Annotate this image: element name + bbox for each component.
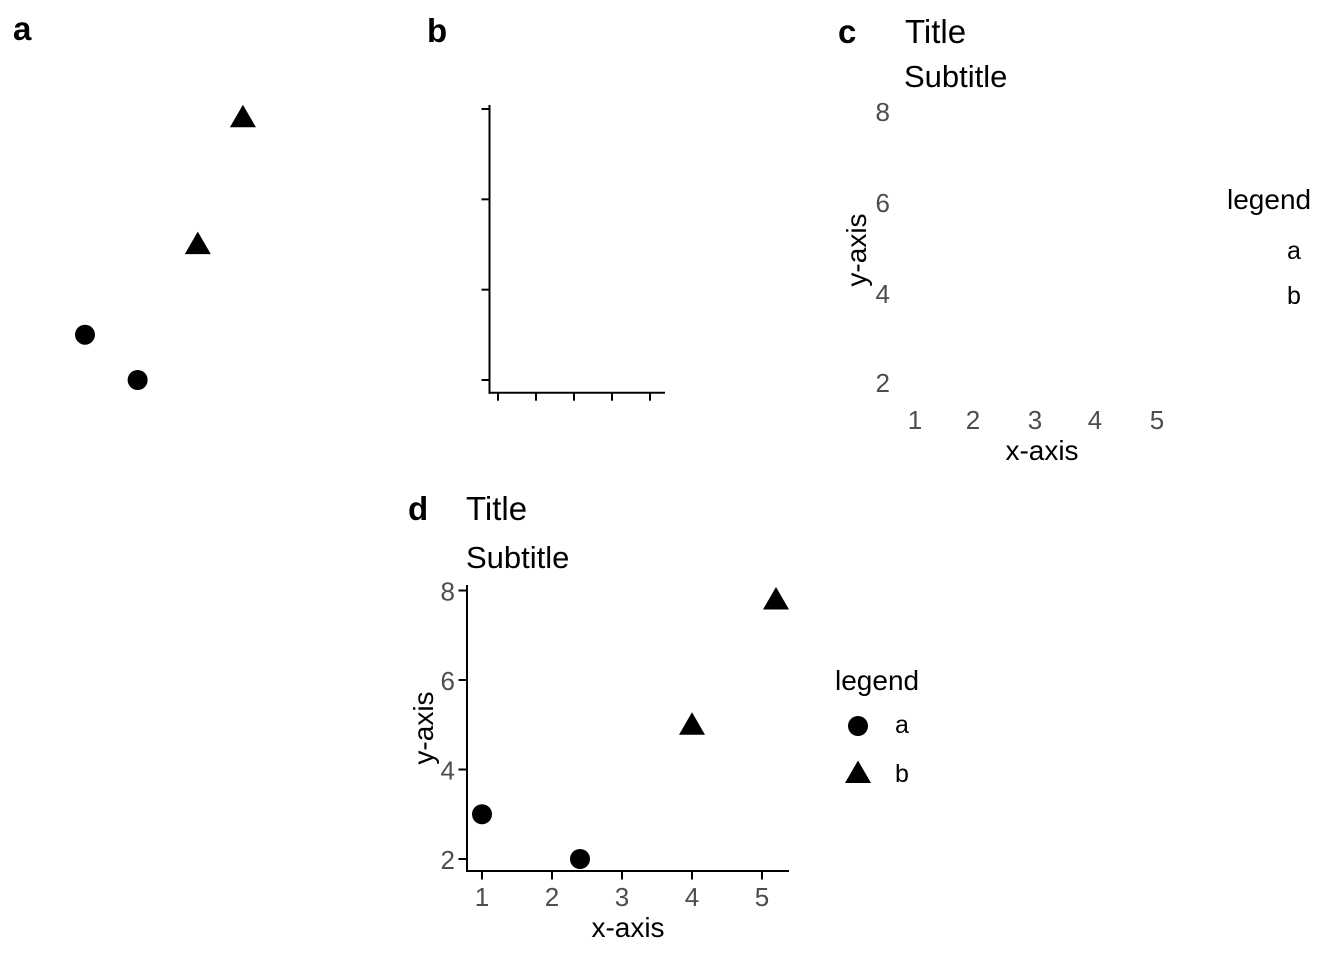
panel-d-legend-label-a: a (895, 711, 909, 739)
panel-c-x-tick-label: 5 (1150, 405, 1164, 435)
panel-d-x-tick-label: 4 (685, 882, 699, 912)
panel-tag-d: d (408, 490, 428, 527)
panel-a-point-b-2 (229, 104, 256, 128)
panel-d-y-axis-title: y-axis (408, 691, 439, 764)
panel-d-x-axis-title: x-axis (591, 912, 664, 943)
panel-d-plot-title: Title (466, 490, 527, 527)
panel-c-y-tick-label: 4 (876, 279, 890, 309)
panel-d-point-b-2 (763, 586, 789, 610)
panel-c-y-axis-title: y-axis (841, 213, 872, 286)
panel-tag-c: c (838, 13, 856, 50)
panel-c-x-axis-title: x-axis (1005, 435, 1078, 466)
panel-c-legend-label-a: a (1287, 237, 1301, 265)
panel-tag-a: a (13, 10, 32, 47)
panel-c-y-tick-label: 2 (876, 368, 890, 398)
panel-a-point-a-1 (75, 324, 95, 345)
panel-c-legend-title: legend (1227, 184, 1311, 215)
panel-c-y-tick-label: 6 (876, 188, 890, 218)
panel-d-legend-key-triangle (845, 760, 871, 783)
panel-d-legend-title: legend (835, 665, 919, 696)
panel-d-y-tick-label: 6 (441, 666, 455, 696)
panel-d-y-tick-label: 4 (441, 756, 455, 786)
panel-c-plot-title: Title (905, 13, 966, 50)
panel-c-plot-subtitle: Subtitle (904, 59, 1007, 94)
panel-c-legend-label-b: b (1287, 282, 1301, 310)
panel-c-x-tick-label: 4 (1088, 405, 1102, 435)
panel-d-point-a-2 (570, 849, 590, 869)
panel-d-point-b-1 (679, 712, 705, 735)
panel-d-legend-label-b: b (895, 760, 909, 788)
panel-d-y-tick-label: 2 (441, 845, 455, 875)
panel-d-x-tick-label: 1 (475, 882, 489, 912)
panel-a-point-b-1 (184, 231, 211, 255)
panel-c-x-tick-label: 1 (908, 405, 922, 435)
panel-c-x-tick-label: 3 (1028, 405, 1042, 435)
panel-d-x-tick-label: 3 (615, 882, 629, 912)
panel-d-y-tick-label: 8 (441, 577, 455, 607)
panel-a-point-a-2 (127, 370, 148, 390)
panel-tag-b: b (427, 12, 447, 49)
panel-d-legend-key-circle (848, 716, 868, 736)
panel-d-point-a-1 (472, 804, 492, 825)
panel-d-plot-subtitle: Subtitle (466, 540, 569, 575)
panel-d-x-tick-label: 5 (755, 882, 769, 912)
panel-c-x-tick-label: 2 (966, 405, 980, 435)
panel-c-y-tick-label: 8 (876, 97, 890, 127)
panel-d-x-tick-label: 2 (545, 882, 559, 912)
